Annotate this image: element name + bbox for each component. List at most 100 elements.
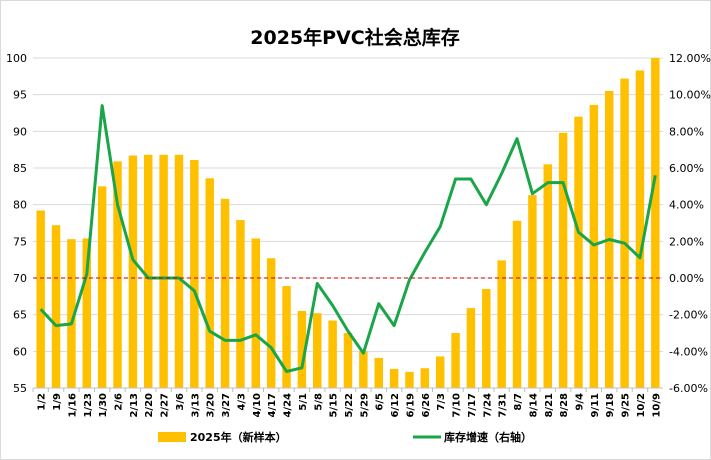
x-tick-label: 5/8 <box>313 393 324 411</box>
x-tick-label: 7/31 <box>498 393 509 418</box>
x-tick-label: 5/22 <box>344 393 355 418</box>
x-tick-label: 1/16 <box>67 393 78 418</box>
bar <box>435 356 445 388</box>
bar <box>51 225 61 388</box>
bar <box>466 308 476 388</box>
y2-tick-label: 4.00% <box>669 199 704 212</box>
bar <box>113 161 122 388</box>
x-tick-label: 3/20 <box>206 393 217 418</box>
x-tick-label: 8/14 <box>528 393 539 418</box>
x-tick-label: 9/11 <box>590 393 601 418</box>
bar <box>512 220 522 388</box>
bar <box>251 238 261 388</box>
x-tick-label: 1/2 <box>37 393 48 411</box>
x-tick-label: 2/6 <box>114 393 125 411</box>
x-tick-label: 4/17 <box>267 393 278 418</box>
x-tick-label: 7/17 <box>467 393 478 418</box>
legend-line-label: 库存增速（右轴） <box>444 430 532 444</box>
x-tick-label: 1/9 <box>52 393 63 411</box>
bar <box>159 154 168 388</box>
x-tick-label: 3/27 <box>221 393 232 418</box>
x-tick-label: 7/3 <box>436 393 447 411</box>
y-tick-label: 70 <box>13 272 27 285</box>
bar <box>36 210 45 388</box>
y-tick-label: 85 <box>13 162 27 175</box>
y2-tick-label: -2.00% <box>669 309 708 322</box>
x-tick-label: 8/21 <box>544 393 555 418</box>
y-tick-label: 75 <box>13 235 27 248</box>
y-tick-label: 90 <box>13 125 27 138</box>
y-tick-label: 65 <box>13 309 27 322</box>
x-tick-label: 6/26 <box>421 393 432 418</box>
y2-tick-label: 12.00% <box>669 52 711 65</box>
y-tick-label: 100 <box>6 52 27 65</box>
bar <box>451 333 460 388</box>
legend-bar-swatch <box>158 432 186 442</box>
bar <box>97 186 107 388</box>
x-tick-label: 1/23 <box>83 393 94 418</box>
bar <box>174 154 184 388</box>
bar <box>205 178 214 388</box>
y2-tick-label: -6.00% <box>669 382 708 395</box>
x-tick-label: 2/13 <box>129 393 140 418</box>
legend-bar-label: 2025年（新样本） <box>190 430 287 444</box>
x-tick-label: 5/29 <box>359 393 370 418</box>
y-tick-label: 55 <box>13 382 27 395</box>
bar <box>482 289 491 388</box>
bar <box>190 159 199 388</box>
x-tick-label: 4/3 <box>236 393 247 411</box>
bar <box>528 195 537 388</box>
bar <box>635 70 645 388</box>
bar <box>543 164 552 388</box>
y2-tick-label: 8.00% <box>669 125 704 138</box>
x-tick-label: 10/9 <box>651 393 662 418</box>
bar <box>620 78 629 389</box>
bar <box>282 286 291 388</box>
x-tick-label: 2/27 <box>160 393 171 418</box>
bar <box>343 333 353 388</box>
bar <box>558 132 568 388</box>
x-tick-label: 6/12 <box>390 393 401 418</box>
bar <box>420 368 430 388</box>
x-tick-label: 9/25 <box>621 393 632 418</box>
x-tick-label: 9/18 <box>605 393 616 418</box>
x-tick-label: 7/10 <box>452 393 463 418</box>
chart-title: 2025年PVC社会总库存 <box>250 26 459 49</box>
bar <box>389 368 399 388</box>
bar <box>328 320 337 388</box>
bar <box>374 357 383 388</box>
legend: 2025年（新样本） 库存增速（右轴） <box>158 430 532 444</box>
bar <box>266 258 276 388</box>
bar <box>220 198 230 388</box>
bar <box>144 154 153 388</box>
bar <box>236 220 245 388</box>
y2-tick-label: 10.00% <box>669 89 711 102</box>
x-tick-label: 3/6 <box>175 393 186 411</box>
bar <box>497 260 506 388</box>
bar <box>128 155 138 388</box>
x-tick-label: 6/5 <box>375 393 386 411</box>
y-tick-label: 60 <box>13 345 27 358</box>
bar <box>574 116 583 389</box>
x-tick-label: 4/24 <box>283 393 294 418</box>
y2-tick-label: 2.00% <box>669 235 704 248</box>
bar <box>405 371 414 388</box>
y2-tick-label: 6.00% <box>669 162 704 175</box>
x-tick-label: 5/15 <box>329 393 340 418</box>
x-tick-label: 7/24 <box>482 393 493 418</box>
x-tick-label: 5/1 <box>298 393 309 411</box>
y-tick-label: 95 <box>13 89 27 102</box>
bar <box>82 238 92 388</box>
x-tick-label: 1/30 <box>98 393 109 418</box>
y-tick-label: 80 <box>13 199 27 212</box>
bar <box>313 313 322 388</box>
x-tick-label: 9/4 <box>574 393 585 411</box>
x-tick-label: 2/20 <box>144 393 155 418</box>
bar <box>297 311 307 388</box>
bar <box>67 239 76 388</box>
bar <box>359 351 368 388</box>
y2-tick-label: -4.00% <box>669 345 708 358</box>
y2-tick-label: 0.00% <box>669 272 704 285</box>
x-tick-label: 4/10 <box>252 393 263 418</box>
